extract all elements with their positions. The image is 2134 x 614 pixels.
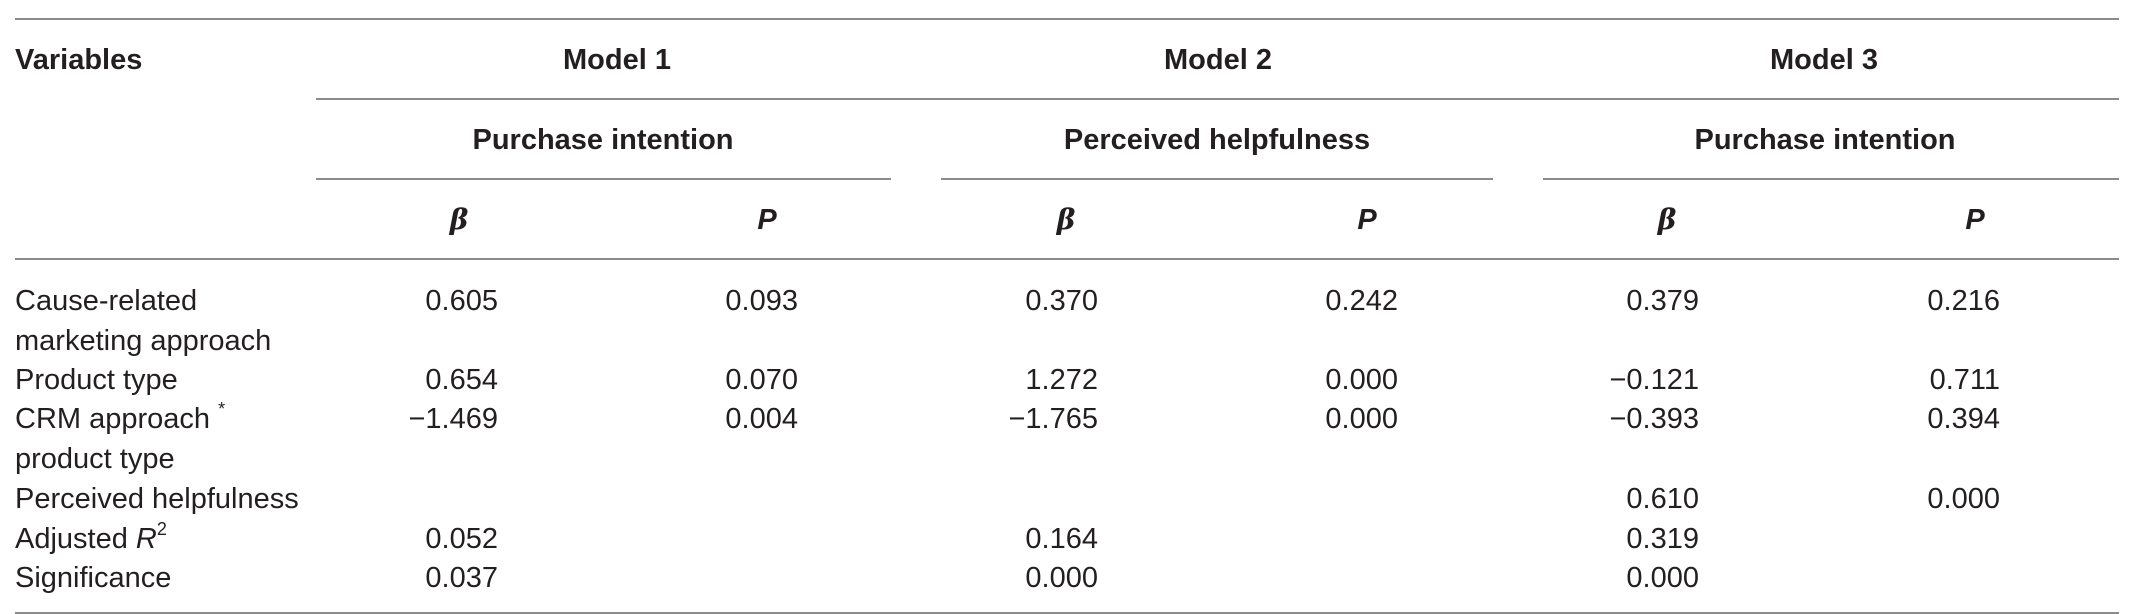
m3-p: 0.000 [1927, 483, 2000, 515]
row-label-line: product type [15, 443, 175, 475]
beta-header-2: β [1056, 203, 1076, 236]
dependent-rule-1 [316, 178, 891, 180]
row-label-product-type: Product type [15, 360, 178, 400]
beta-header-1: β [449, 203, 469, 236]
row-label-adjusted-r2: Adjusted R2 [15, 519, 167, 559]
variables-header: Variables [15, 44, 143, 76]
superscript-two: 2 [156, 519, 167, 540]
model-3-dependent: Purchase intention [1694, 124, 1956, 156]
m1-p: 0.093 [725, 285, 798, 317]
model-1-dependent: Purchase intention [472, 124, 734, 156]
m1-p: 0.004 [725, 403, 798, 435]
m3-beta: 0.319 [1626, 523, 1699, 555]
row-label-line: Significance [15, 562, 172, 594]
m2-p: 0.000 [1325, 364, 1398, 396]
model-2-header: Model 2 [1164, 44, 1272, 76]
dependent-rule-3 [1543, 178, 2119, 180]
row-label-line: Product type [15, 364, 178, 396]
m2-beta: 0.164 [1025, 523, 1098, 555]
row-label-line: Adjusted [15, 523, 136, 555]
p-header-2: P [1357, 204, 1377, 236]
row-label-line: Perceived helpfulness [15, 483, 299, 515]
model-2-dependent: Perceived helpfulness [1063, 124, 1371, 156]
m3-p: 0.216 [1927, 285, 2000, 317]
m2-beta: 0.000 [1025, 562, 1098, 594]
m2-beta: −1.765 [1008, 403, 1098, 435]
bottom-rule [15, 612, 2119, 614]
m3-beta: −0.121 [1609, 364, 1699, 396]
m1-p: 0.070 [725, 364, 798, 396]
row-label-line: CRM approach [15, 403, 211, 435]
top-rule [15, 18, 2119, 20]
m1-beta: 0.052 [425, 523, 498, 555]
row-label-perceived-helpfulness: Perceived helpfulness [15, 479, 299, 519]
row-label-significance: Significance [15, 558, 171, 598]
m2-p: 0.000 [1325, 403, 1398, 435]
row-label-line: Cause-related [15, 285, 198, 317]
p-header-1: P [757, 204, 777, 236]
m3-beta: 0.379 [1626, 285, 1699, 317]
p-header-3: P [1965, 204, 1985, 236]
m1-beta: −1.469 [408, 403, 498, 435]
row-label-cause-related: Cause-related marketing approach [15, 281, 271, 361]
dependent-rule-2 [941, 178, 1493, 180]
model-3-header: Model 3 [1770, 44, 1878, 76]
m1-beta: 0.605 [425, 285, 498, 317]
r-symbol: R [135, 523, 157, 555]
row-label-line: marketing approach [15, 325, 272, 357]
m3-beta: −0.393 [1609, 403, 1699, 435]
m1-beta: 0.654 [425, 364, 498, 396]
m2-beta: 1.272 [1025, 364, 1098, 396]
m3-beta: 0.000 [1626, 562, 1699, 594]
m1-beta: 0.037 [425, 562, 498, 594]
row-label-crm-interaction: CRM approach * product type [15, 399, 225, 479]
header-bottom-rule [15, 258, 2119, 260]
beta-header-3: β [1657, 203, 1677, 236]
m3-p: 0.711 [1929, 364, 2000, 396]
m2-beta: 0.370 [1025, 285, 1098, 317]
interaction-asterisk: * [218, 399, 226, 420]
m3-p: 0.394 [1927, 403, 2000, 435]
model-1-header: Model 1 [563, 44, 671, 76]
model2-rule [316, 98, 2119, 100]
m2-p: 0.242 [1325, 285, 1398, 317]
m3-beta: 0.610 [1626, 483, 1699, 515]
